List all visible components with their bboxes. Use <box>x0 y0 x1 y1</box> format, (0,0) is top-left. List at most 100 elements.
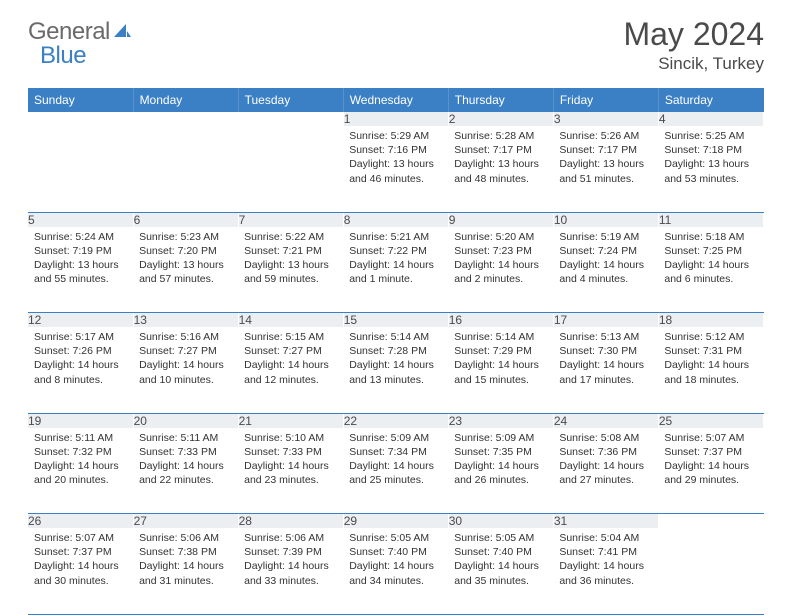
daynum-cell: 26 <box>28 514 133 529</box>
day-number: 18 <box>659 313 672 327</box>
daylight2-label: and 1 minute. <box>349 272 442 286</box>
sail-icon <box>112 21 132 46</box>
day-number: 14 <box>239 313 252 327</box>
day-number: 25 <box>659 414 672 428</box>
sunset-label: Sunset: 7:41 PM <box>559 545 652 559</box>
daylight2-label: and 46 minutes. <box>349 172 442 186</box>
day-cell: Sunrise: 5:19 AMSunset: 7:24 PMDaylight:… <box>553 227 658 313</box>
daylight2-label: and 2 minutes. <box>454 272 547 286</box>
weekday-header-row: Sunday Monday Tuesday Wednesday Thursday… <box>28 88 764 112</box>
weekday-header: Thursday <box>448 88 553 112</box>
daynum-cell <box>238 112 343 126</box>
day-cell: Sunrise: 5:18 AMSunset: 7:25 PMDaylight:… <box>658 227 763 313</box>
daynum-cell: 20 <box>133 413 238 428</box>
daylight1-label: Daylight: 14 hours <box>454 559 547 573</box>
daynum-cell: 11 <box>658 212 763 227</box>
sunset-label: Sunset: 7:33 PM <box>244 445 337 459</box>
day-cell <box>133 126 238 212</box>
sunset-label: Sunset: 7:20 PM <box>139 244 232 258</box>
daynum-cell: 22 <box>343 413 448 428</box>
daynum-cell: 9 <box>448 212 553 227</box>
daylight2-label: and 30 minutes. <box>34 574 127 588</box>
day-number: 2 <box>449 112 456 126</box>
sunset-label: Sunset: 7:37 PM <box>664 445 757 459</box>
sunset-label: Sunset: 7:22 PM <box>349 244 442 258</box>
sunset-label: Sunset: 7:34 PM <box>349 445 442 459</box>
daynum-cell: 3 <box>553 112 658 126</box>
sunset-label: Sunset: 7:27 PM <box>139 344 232 358</box>
daynum-cell: 5 <box>28 212 133 227</box>
sunset-label: Sunset: 7:30 PM <box>559 344 652 358</box>
weekday-header: Monday <box>133 88 238 112</box>
sunset-label: Sunset: 7:31 PM <box>664 344 757 358</box>
sunrise-label: Sunrise: 5:13 AM <box>559 330 652 344</box>
day-number: 15 <box>344 313 357 327</box>
daynum-cell: 8 <box>343 212 448 227</box>
daynum-cell: 16 <box>448 313 553 328</box>
sunset-label: Sunset: 7:27 PM <box>244 344 337 358</box>
daylight2-label: and 59 minutes. <box>244 272 337 286</box>
daynum-cell: 23 <box>448 413 553 428</box>
sunset-label: Sunset: 7:38 PM <box>139 545 232 559</box>
sunset-label: Sunset: 7:37 PM <box>34 545 127 559</box>
daylight1-label: Daylight: 14 hours <box>139 358 232 372</box>
daylight1-label: Daylight: 14 hours <box>244 358 337 372</box>
day-number: 16 <box>449 313 462 327</box>
day-cell: Sunrise: 5:11 AMSunset: 7:33 PMDaylight:… <box>133 428 238 514</box>
sunrise-label: Sunrise: 5:10 AM <box>244 431 337 445</box>
sunrise-label: Sunrise: 5:28 AM <box>454 129 547 143</box>
day-cell: Sunrise: 5:13 AMSunset: 7:30 PMDaylight:… <box>553 327 658 413</box>
day-cell: Sunrise: 5:14 AMSunset: 7:28 PMDaylight:… <box>343 327 448 413</box>
calendar-body: 1234Sunrise: 5:29 AMSunset: 7:16 PMDayli… <box>28 112 764 614</box>
location-label: Sincik, Turkey <box>623 54 764 74</box>
daynum-cell: 13 <box>133 313 238 328</box>
sunrise-label: Sunrise: 5:05 AM <box>454 531 547 545</box>
day-number: 29 <box>344 514 357 528</box>
daynum-row: 12131415161718 <box>28 313 764 328</box>
day-number: 31 <box>554 514 567 528</box>
logo-text-blue: Blue <box>40 42 86 69</box>
sunset-label: Sunset: 7:32 PM <box>34 445 127 459</box>
day-cell: Sunrise: 5:22 AMSunset: 7:21 PMDaylight:… <box>238 227 343 313</box>
daynum-cell: 30 <box>448 514 553 529</box>
day-number: 10 <box>554 213 567 227</box>
day-cell: Sunrise: 5:10 AMSunset: 7:33 PMDaylight:… <box>238 428 343 514</box>
sunset-label: Sunset: 7:35 PM <box>454 445 547 459</box>
sunrise-label: Sunrise: 5:22 AM <box>244 230 337 244</box>
day-cell <box>28 126 133 212</box>
daylight2-label: and 26 minutes. <box>454 473 547 487</box>
sunset-label: Sunset: 7:33 PM <box>139 445 232 459</box>
sunrise-label: Sunrise: 5:05 AM <box>349 531 442 545</box>
day-cell: Sunrise: 5:24 AMSunset: 7:19 PMDaylight:… <box>28 227 133 313</box>
daynum-cell: 29 <box>343 514 448 529</box>
daylight1-label: Daylight: 14 hours <box>349 459 442 473</box>
daylight2-label: and 27 minutes. <box>559 473 652 487</box>
day-cell: Sunrise: 5:06 AMSunset: 7:38 PMDaylight:… <box>133 528 238 614</box>
day-cell: Sunrise: 5:09 AMSunset: 7:35 PMDaylight:… <box>448 428 553 514</box>
day-number: 12 <box>28 313 41 327</box>
weekday-header: Sunday <box>28 88 133 112</box>
day-number: 24 <box>554 414 567 428</box>
sunset-label: Sunset: 7:21 PM <box>244 244 337 258</box>
sunrise-label: Sunrise: 5:24 AM <box>34 230 127 244</box>
calendar-table: Sunday Monday Tuesday Wednesday Thursday… <box>28 88 764 615</box>
daylight1-label: Daylight: 14 hours <box>454 358 547 372</box>
day-cell: Sunrise: 5:25 AMSunset: 7:18 PMDaylight:… <box>658 126 763 212</box>
sunset-label: Sunset: 7:40 PM <box>454 545 547 559</box>
daylight2-label: and 33 minutes. <box>244 574 337 588</box>
day-cell: Sunrise: 5:11 AMSunset: 7:32 PMDaylight:… <box>28 428 133 514</box>
sunset-label: Sunset: 7:19 PM <box>34 244 127 258</box>
day-cell: Sunrise: 5:26 AMSunset: 7:17 PMDaylight:… <box>553 126 658 212</box>
page-title: May 2024 <box>623 18 764 50</box>
day-cell: Sunrise: 5:07 AMSunset: 7:37 PMDaylight:… <box>658 428 763 514</box>
daylight2-label: and 48 minutes. <box>454 172 547 186</box>
sunset-label: Sunset: 7:39 PM <box>244 545 337 559</box>
day-number: 3 <box>554 112 561 126</box>
weekday-header: Tuesday <box>238 88 343 112</box>
day-number: 8 <box>344 213 351 227</box>
week-row: Sunrise: 5:24 AMSunset: 7:19 PMDaylight:… <box>28 227 764 313</box>
day-number: 30 <box>449 514 462 528</box>
day-cell: Sunrise: 5:29 AMSunset: 7:16 PMDaylight:… <box>343 126 448 212</box>
sunrise-label: Sunrise: 5:26 AM <box>559 129 652 143</box>
day-number: 20 <box>134 414 147 428</box>
